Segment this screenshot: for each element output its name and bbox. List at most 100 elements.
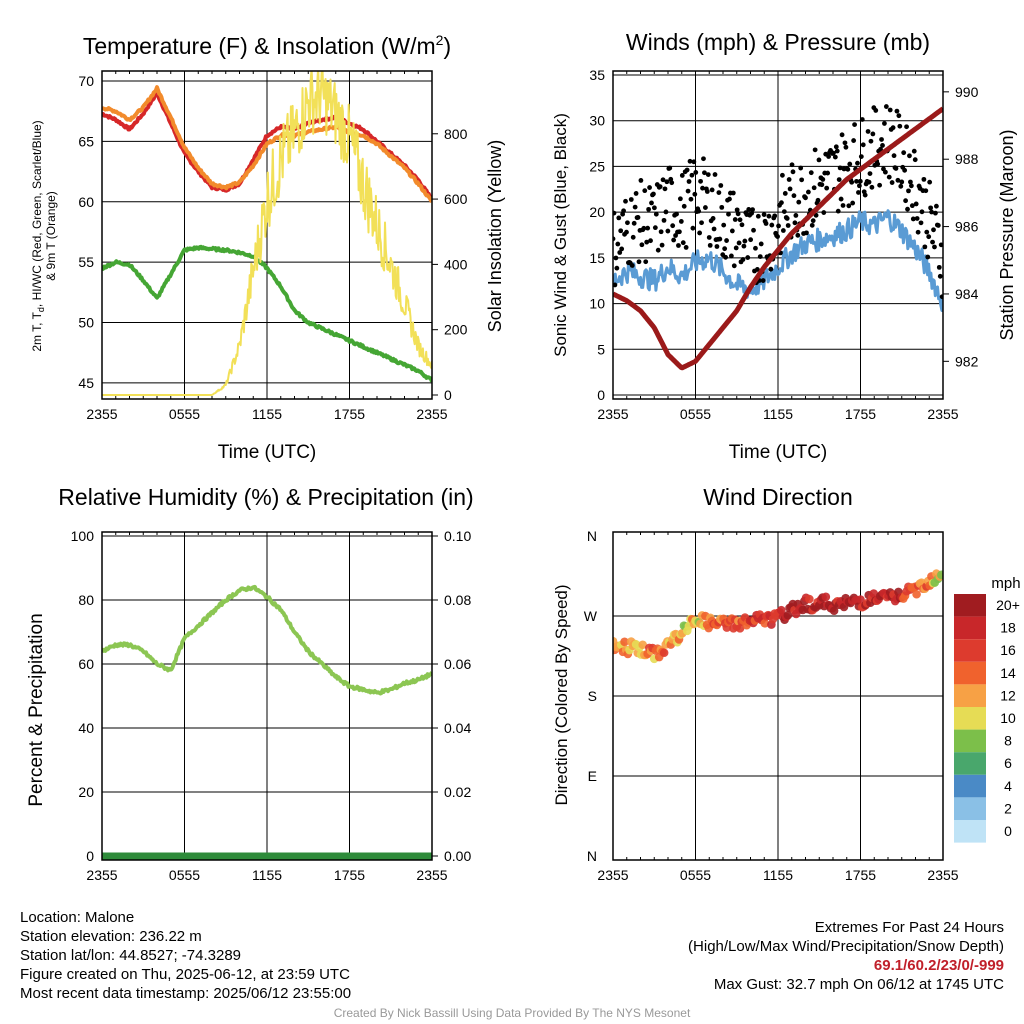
gust-point — [893, 166, 899, 171]
gust-point — [696, 208, 702, 214]
y-tick-label: 65 — [78, 133, 94, 149]
gust-point — [870, 131, 876, 137]
gust-point — [775, 234, 780, 239]
colorbar-label: 12 — [1000, 687, 1016, 703]
gust-point — [852, 122, 857, 128]
gust-point — [714, 244, 720, 249]
gust-point — [803, 195, 808, 201]
x-tick-label: 0555 — [680, 406, 711, 422]
gust-point — [782, 191, 788, 196]
colorbar-swatch — [954, 774, 986, 798]
gust-point — [662, 186, 668, 192]
gust-point — [685, 188, 691, 194]
gust-point — [791, 193, 797, 199]
gust-point — [790, 169, 796, 175]
gust-point — [690, 225, 696, 231]
gust-point — [798, 165, 804, 171]
direction-point — [620, 637, 629, 647]
gust-point — [935, 223, 941, 228]
gust-point — [613, 282, 618, 288]
gust-point — [894, 108, 900, 114]
gust-point — [859, 117, 865, 122]
gust-point — [736, 240, 742, 246]
gust-point — [865, 129, 871, 134]
gust-point — [655, 247, 661, 253]
gust-point — [660, 177, 666, 183]
gust-point — [732, 217, 738, 222]
gust-point — [903, 198, 908, 204]
gust-point — [854, 178, 859, 184]
direction-point — [735, 624, 745, 633]
y2-tick-label: 0.08 — [444, 592, 471, 608]
gust-point — [754, 267, 760, 272]
gust-point — [679, 173, 685, 178]
colorbar-unit: mph — [991, 575, 1020, 592]
gust-point — [761, 212, 767, 217]
gust-point — [724, 238, 729, 243]
gust-point — [722, 246, 728, 252]
gust-point — [659, 242, 665, 248]
gust-point — [833, 144, 839, 150]
gust-point — [796, 199, 802, 205]
gust-point — [851, 138, 857, 143]
y2-tick-label: 986 — [955, 219, 979, 235]
x-tick-label: 2355 — [416, 867, 447, 883]
gust-point — [684, 167, 690, 173]
gust-point — [768, 266, 774, 272]
gust-point — [825, 170, 831, 176]
gust-point — [939, 294, 943, 300]
gust-point — [625, 220, 630, 226]
gust-point — [613, 255, 619, 261]
y2-tick-label: 600 — [444, 191, 468, 207]
y-tick-label: 60 — [78, 194, 94, 210]
gust-point — [786, 177, 792, 182]
gust-point — [839, 132, 845, 138]
colorbar-label: 6 — [1004, 755, 1012, 771]
y2-tick-label: 800 — [444, 126, 468, 142]
gust-point — [677, 229, 682, 235]
y2-tick-label: 988 — [955, 151, 979, 167]
gust-point — [641, 225, 647, 231]
winds-ylabel-right: Station Pressure (Maroon) — [997, 129, 1017, 340]
gust-point — [621, 208, 626, 214]
y-tick-label: 20 — [589, 204, 605, 220]
gust-point — [912, 157, 918, 163]
max-gust: Max Gust: 32.7 mph On 06/12 at 1745 UTC — [713, 976, 1004, 993]
x-tick-label: 1755 — [334, 406, 365, 422]
gust-point — [923, 188, 929, 194]
direction-point — [783, 610, 793, 620]
gust-point — [867, 171, 873, 176]
gust-point — [784, 216, 790, 221]
gust-point — [921, 176, 927, 182]
gust-point — [742, 238, 748, 244]
colorbar-swatch — [954, 661, 986, 685]
gust-point — [927, 179, 933, 185]
gust-point — [629, 263, 635, 268]
gust-point — [866, 179, 872, 185]
humidity-panel: Relative Humidity (%) & Precipitation (i… — [26, 484, 474, 883]
winds-xlabel: Time (UTC) — [729, 442, 828, 463]
gust-point — [875, 161, 881, 167]
gust-point — [737, 217, 743, 223]
wind-direction-title: Wind Direction — [703, 484, 853, 510]
gust-point — [799, 177, 805, 183]
x-tick-label: 1155 — [252, 867, 282, 883]
gust-point — [674, 211, 679, 217]
gust-point — [934, 203, 939, 209]
colorbar-label: 4 — [1004, 778, 1012, 794]
gust-point — [878, 146, 883, 152]
gust-point — [909, 203, 915, 209]
gust-point — [850, 200, 856, 206]
gust-point — [785, 223, 791, 228]
direction-point — [912, 589, 921, 599]
y-tick-label: 70 — [78, 73, 94, 89]
gust-point — [880, 143, 885, 148]
gust-point — [750, 207, 755, 213]
gust-point — [932, 244, 937, 250]
station-elevation: Station elevation: 236.22 m — [20, 928, 202, 945]
gust-point — [643, 259, 649, 265]
gust-point — [809, 222, 815, 228]
y-tick-label: 100 — [71, 528, 95, 544]
gust-point — [707, 242, 713, 248]
x-tick-label: 2355 — [86, 406, 117, 422]
